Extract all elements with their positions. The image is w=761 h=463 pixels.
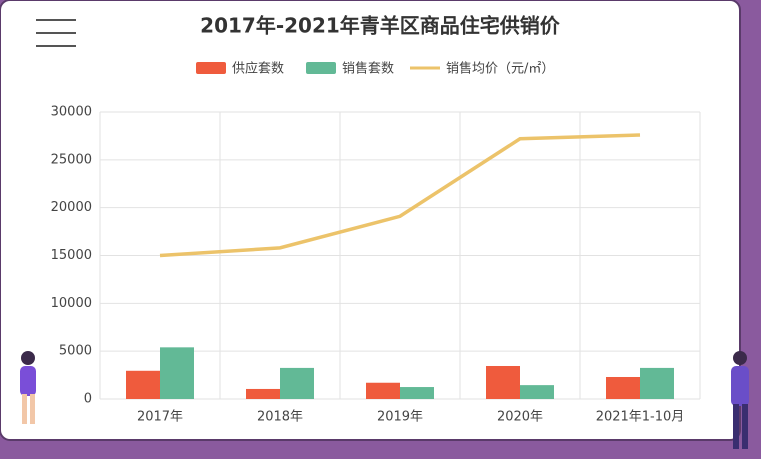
y-tick-label: 15000 [51,248,92,263]
bar [486,365,520,399]
x-tick-label: 2020年 [497,410,543,425]
person-right [731,351,749,449]
bar [126,370,160,399]
bar [366,382,400,399]
legend-label: 销售均价（元/㎡） [446,61,554,77]
bar [520,385,554,399]
y-tick-label: 5000 [59,344,92,359]
y-tick-label: 30000 [51,105,92,120]
y-tick-label: 10000 [51,296,92,311]
y-tick-label: 25000 [51,152,92,167]
bar [400,387,434,399]
person-left [20,351,36,424]
legend: 供应套数 销售套数 销售均价（元/㎡） [196,61,554,77]
x-tick-label: 2021年1-10月 [596,410,685,425]
bar [246,388,280,399]
menu-icon [36,19,76,47]
legend-label: 供应套数 [232,61,284,77]
bar [640,367,674,399]
x-tick-label: 2019年 [377,410,423,425]
card [0,0,741,441]
bar [280,367,314,399]
chart-title: 2017年-2021年青羊区商品住宅供销价 [200,14,561,38]
bar [160,347,194,399]
x-tick-label: 2017年 [137,410,183,425]
line [159,133,641,258]
bar [606,376,640,399]
x-tick-label: 2018年 [257,410,303,425]
legend-label: 销售套数 [342,61,394,77]
legend-swatch [196,62,226,74]
y-tick-label: 20000 [51,200,92,215]
legend-swatch [306,62,336,74]
y-tick-label: 0 [84,392,92,407]
